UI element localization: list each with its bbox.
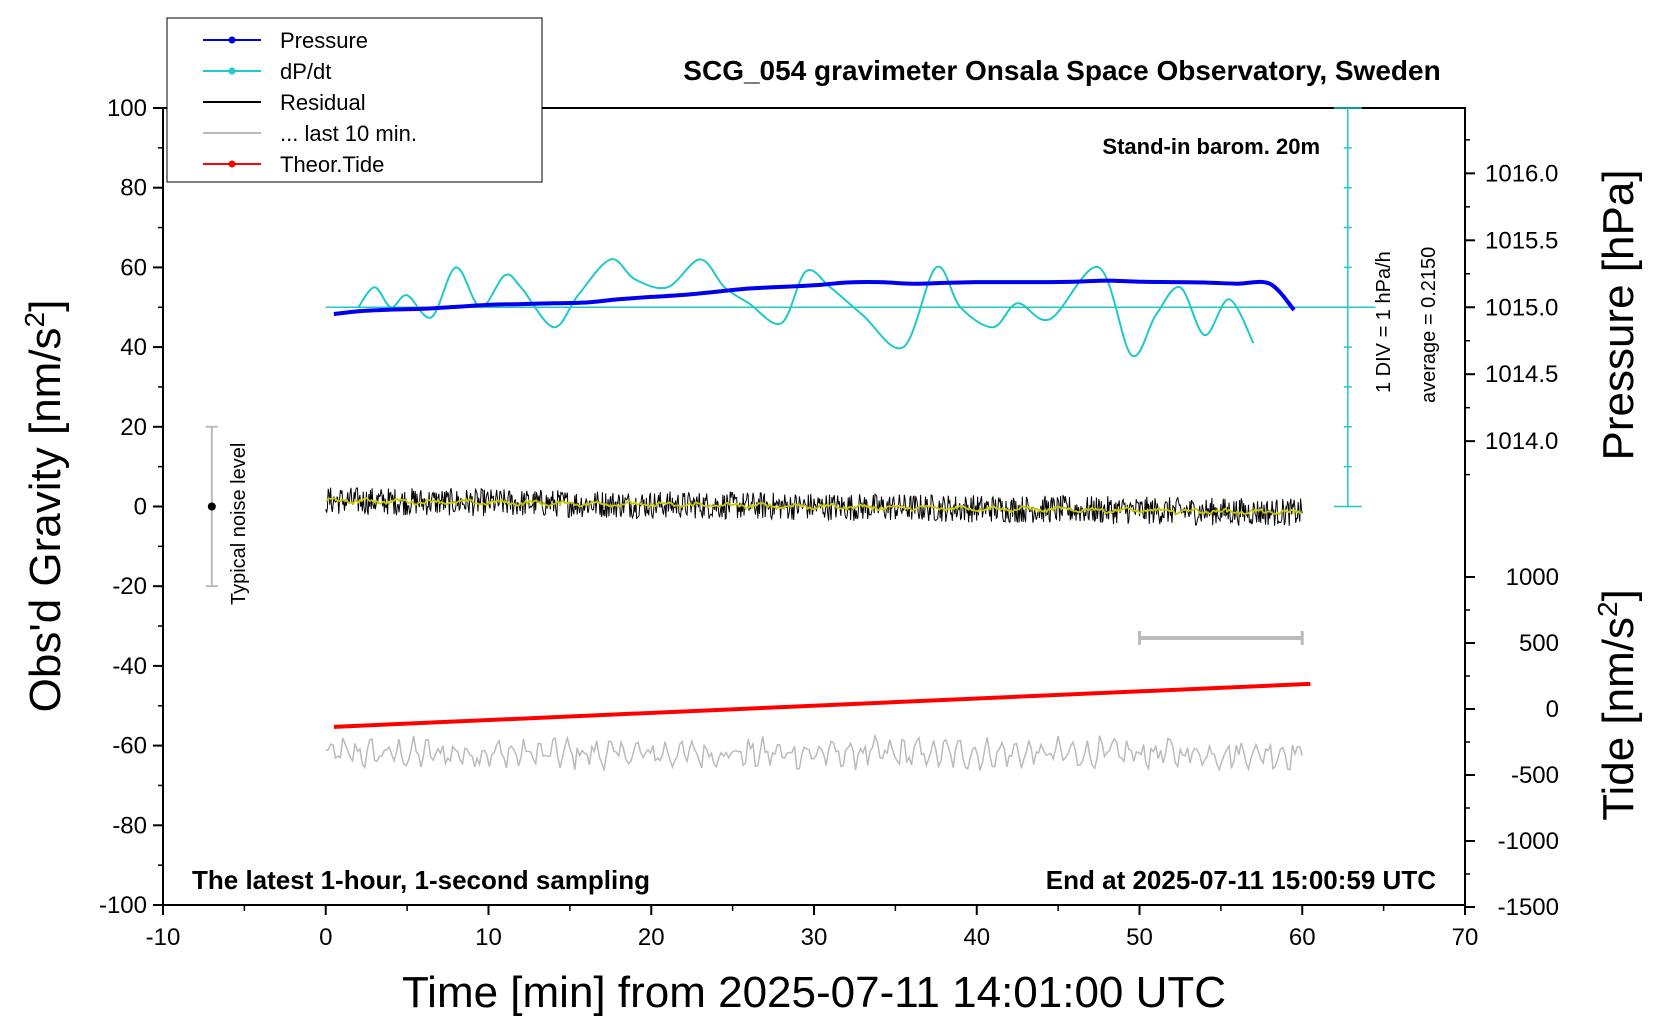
x-tick-label: 70 <box>1452 924 1479 951</box>
pressure-tick-label: 1015.5 <box>1485 227 1558 254</box>
tide-series-line <box>333 681 1311 729</box>
y-axis-title: Obs'd Gravity [nm/s2] <box>19 300 70 713</box>
y-axis-title-sup: 2 <box>19 312 50 328</box>
tide-axis-title-main: Tide [nm/s <box>1594 617 1643 821</box>
pressure-axis-title: Pressure [hPa] <box>1594 169 1643 460</box>
tide-axis-title-sup: 2 <box>1592 601 1623 617</box>
noise-label: Typical noise level <box>228 443 250 605</box>
tide-tick-label: 0 <box>1546 696 1559 723</box>
y-tick-label: 40 <box>120 334 147 361</box>
legend-box <box>166 17 543 183</box>
pressure-tick-label: 1014.5 <box>1485 361 1558 388</box>
y-axis-title-close: ] <box>21 300 70 312</box>
x-tick-label: 10 <box>475 924 502 951</box>
y-tick-label: -60 <box>112 733 147 760</box>
y-tick-label: -20 <box>112 573 147 600</box>
x-tick-label: 40 <box>963 924 990 951</box>
x-tick-label: -10 <box>146 924 181 951</box>
legend-label: Residual <box>280 90 366 115</box>
legend-label: Theor.Tide <box>280 152 384 177</box>
pressure-series-line <box>333 278 1296 316</box>
x-tick-label: 60 <box>1289 924 1316 951</box>
legend-label: ... last 10 min. <box>280 121 417 146</box>
legend-swatch-marker <box>228 36 236 44</box>
y-tick-label: -80 <box>112 812 147 839</box>
tide-tick-label: 1000 <box>1506 564 1559 591</box>
x-axis-title: Time [min] from 2025-07-11 14:01:00 UTC <box>402 968 1226 1017</box>
y-tick-label: -40 <box>112 653 147 680</box>
y-tick-label: 80 <box>120 175 147 202</box>
y-tick-label: 0 <box>134 494 147 521</box>
noise-bar-center-dot <box>207 502 216 511</box>
legend-item: ... last 10 min. <box>203 121 417 146</box>
y-tick-label: 100 <box>107 95 147 122</box>
tide-tick-label: -1000 <box>1498 828 1559 855</box>
pressure-tick-label: 1015.0 <box>1485 294 1558 321</box>
legend-swatch-marker <box>228 160 236 168</box>
pressure-tick-label: 1014.0 <box>1485 428 1558 455</box>
dpdt-series-line <box>357 258 1255 358</box>
y-tick-label: 20 <box>120 414 147 441</box>
tide-tick-label: -500 <box>1511 762 1559 789</box>
residual-smoothed-line <box>325 497 1302 516</box>
pressure-tick-label: 1016.0 <box>1485 160 1558 187</box>
y-axis-title-main: Obs'd Gravity [nm/s <box>21 327 70 712</box>
div-label: 1 DIV = 1 hPa/h <box>1373 251 1395 393</box>
last10-series-line <box>325 733 1303 773</box>
legend-label: Pressure <box>280 28 368 53</box>
legend-item: Residual <box>203 90 366 115</box>
legend-swatch-marker <box>228 67 236 75</box>
legend-item: Pressure <box>203 28 368 53</box>
end-time-label: End at 2025-07-11 15:00:59 UTC <box>1046 865 1436 895</box>
tide-tick-label: -1500 <box>1498 894 1559 921</box>
tide-tick-label: 500 <box>1519 630 1559 657</box>
legend-label: dP/dt <box>280 59 331 84</box>
legend-item: Theor.Tide <box>203 152 384 177</box>
y-tick-label: -100 <box>99 892 147 919</box>
legend: Pressure dP/dt Residual ... last 10 min. The… <box>166 17 543 183</box>
chart-title: SCG_054 gravimeter Onsala Space Observat… <box>683 55 1440 86</box>
y-tick-label: 60 <box>120 254 147 281</box>
legend-item: dP/dt <box>203 59 331 84</box>
x-tick-label: 0 <box>319 924 332 951</box>
tide-axis-title: Tide [nm/s2] <box>1592 589 1643 821</box>
average-label: average = 0.2150 <box>1418 247 1440 403</box>
x-tick-label: 50 <box>1126 924 1153 951</box>
tide-axis-title-close: ] <box>1594 589 1643 601</box>
residual-series-line <box>325 487 1303 526</box>
x-tick-label: 20 <box>638 924 665 951</box>
sampling-label: The latest 1-hour, 1-second sampling <box>192 865 650 895</box>
barometer-label: Stand-in barom. 20m <box>1102 134 1320 159</box>
x-tick-label: 30 <box>801 924 828 951</box>
